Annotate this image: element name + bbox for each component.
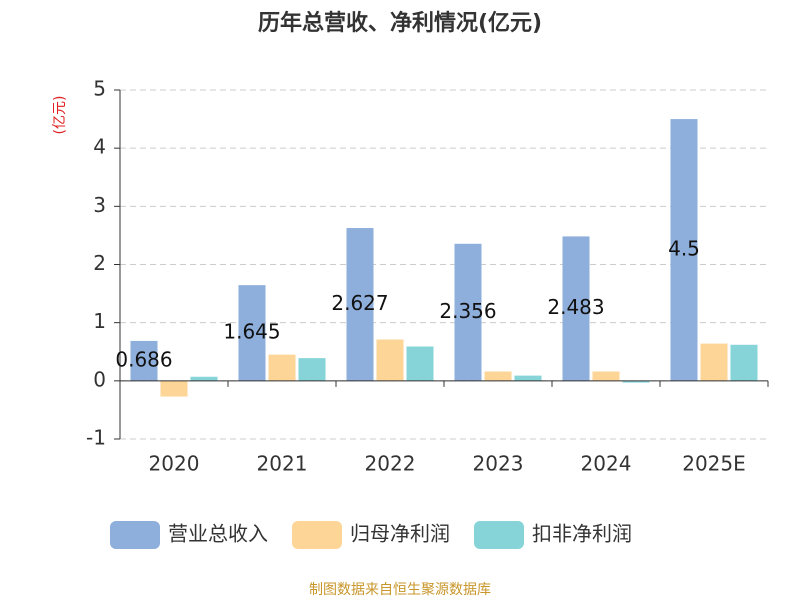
y-tick-label: 3 bbox=[93, 193, 106, 217]
y-tick-label: 1 bbox=[93, 309, 106, 333]
data-label: 2.356 bbox=[439, 299, 496, 323]
bar bbox=[562, 236, 590, 381]
x-tick-label: 2022 bbox=[365, 452, 416, 476]
bar bbox=[454, 243, 482, 381]
y-tick-label: 0 bbox=[93, 367, 106, 391]
legend-label: 扣非净利润 bbox=[532, 522, 632, 546]
bar bbox=[130, 340, 158, 381]
chart-title: 历年总营收、净利情况(亿元) bbox=[258, 10, 542, 36]
x-tick-label: 2020 bbox=[149, 452, 200, 476]
bar bbox=[700, 343, 728, 381]
bar bbox=[376, 339, 404, 381]
legend-label: 营业总收入 bbox=[168, 522, 268, 546]
bar bbox=[268, 354, 296, 381]
bar bbox=[160, 380, 188, 397]
bar bbox=[406, 346, 434, 381]
y-axis-label: (亿元) bbox=[52, 96, 68, 135]
legend-swatch bbox=[110, 521, 160, 549]
bar bbox=[670, 119, 698, 381]
bar bbox=[190, 376, 218, 381]
data-label: 0.686 bbox=[115, 347, 172, 371]
bar bbox=[484, 371, 512, 381]
legend-swatch bbox=[292, 521, 342, 549]
data-label: 2.627 bbox=[331, 291, 388, 315]
bar bbox=[298, 358, 326, 381]
data-label: 2.483 bbox=[547, 295, 604, 319]
bar bbox=[514, 375, 542, 381]
y-tick-label: 5 bbox=[93, 77, 106, 101]
bar bbox=[622, 380, 650, 383]
bar bbox=[238, 285, 266, 381]
y-tick-label: 2 bbox=[93, 251, 106, 275]
x-tick-label: 2024 bbox=[581, 452, 632, 476]
bar bbox=[730, 344, 758, 381]
x-tick-label: 2021 bbox=[257, 452, 308, 476]
bar bbox=[592, 371, 620, 381]
data-label: 4.5 bbox=[668, 236, 700, 260]
bar bbox=[346, 228, 374, 381]
legend-label: 归母净利润 bbox=[350, 522, 450, 546]
legend-swatch bbox=[474, 521, 524, 549]
data-label: 1.645 bbox=[223, 319, 280, 343]
x-tick-label: 2025E bbox=[682, 452, 746, 476]
y-tick-label: 4 bbox=[93, 135, 106, 159]
source-note: 制图数据来自恒生聚源数据库 bbox=[309, 582, 491, 598]
x-tick-label: 2023 bbox=[473, 452, 524, 476]
y-tick-label: -1 bbox=[86, 426, 106, 450]
